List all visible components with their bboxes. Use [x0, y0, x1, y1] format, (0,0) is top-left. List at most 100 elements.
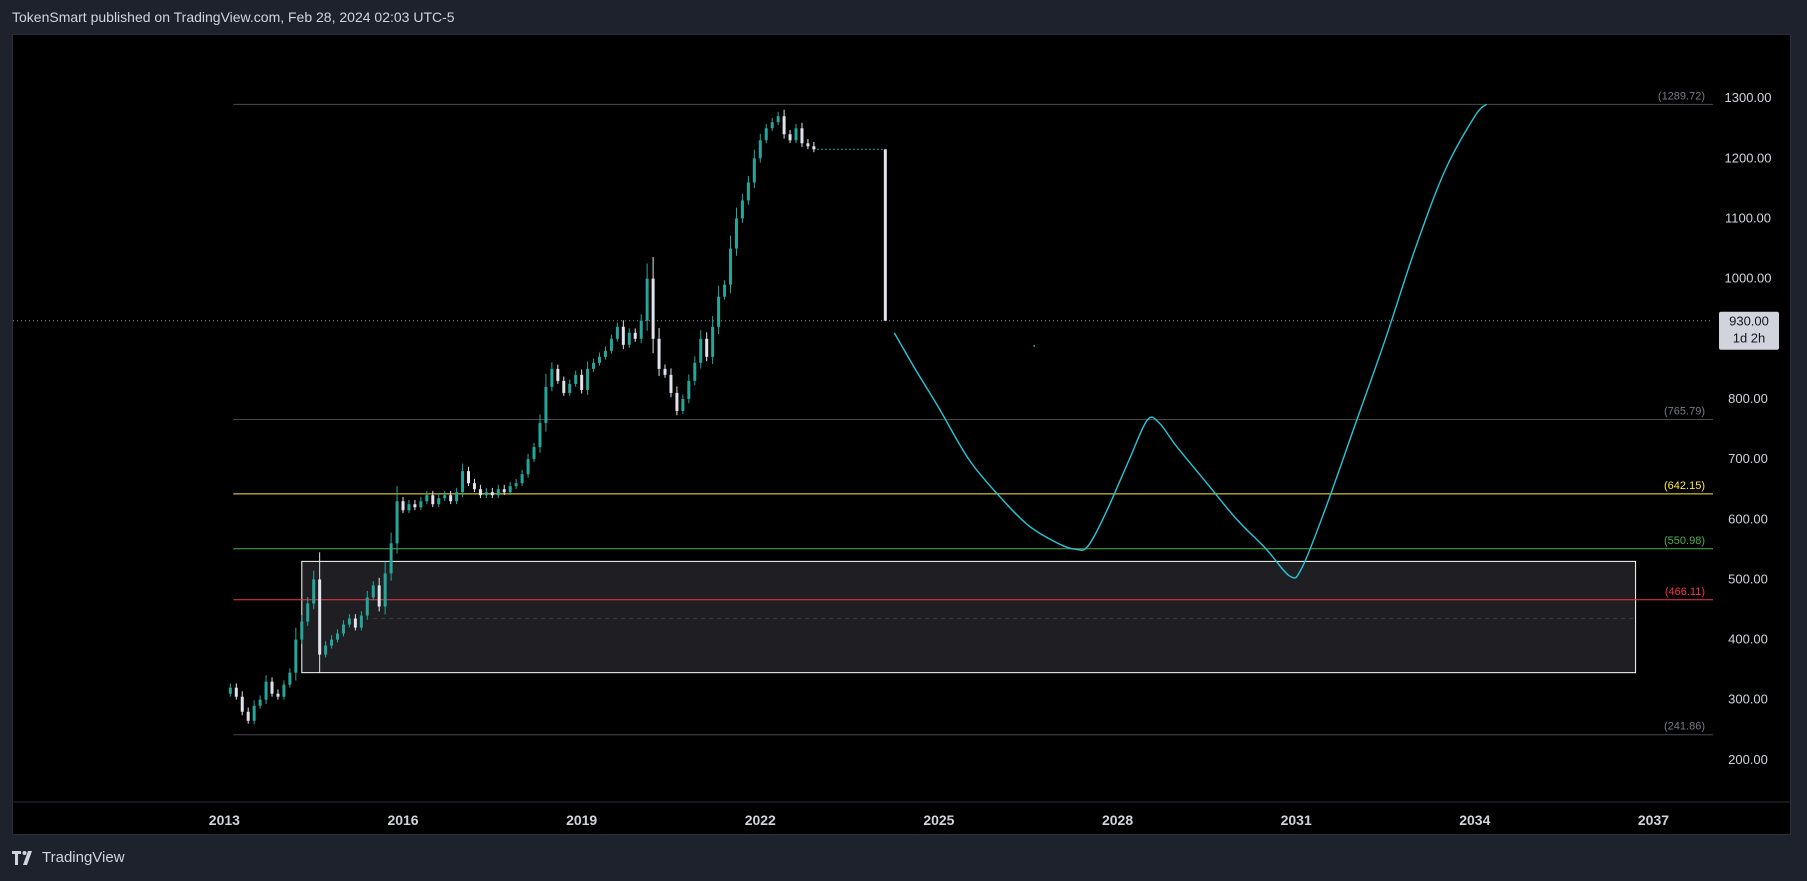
candle-body-54	[550, 368, 554, 387]
candle-body-38	[455, 492, 459, 502]
candle-body-46	[502, 489, 506, 493]
candle-body-29	[401, 501, 405, 511]
candle-body-43	[484, 492, 488, 496]
x-tick-6: 2031	[1281, 812, 1312, 828]
candle-body-89	[758, 140, 762, 159]
candle-body-31	[413, 504, 417, 508]
candle-body-12	[300, 621, 304, 640]
candle-body-23	[365, 597, 369, 616]
tradingview-brand: TradingView	[42, 849, 125, 866]
candle-body-48	[514, 483, 518, 487]
candle-body-75	[675, 392, 679, 411]
candle-body-98	[812, 146, 816, 150]
level-label-3: (550.98)	[1664, 535, 1705, 547]
candle-body-17	[330, 639, 334, 646]
chart-area[interactable]: (1289.72) (765.79) (642.15) (550.98) (466.11…	[12, 34, 1792, 836]
level-label-1: (765.79)	[1664, 406, 1705, 418]
candle-body-85	[734, 218, 738, 249]
zone-rectangle	[301, 560, 1637, 674]
y-tick-1: 300.00	[1728, 692, 1768, 707]
candle-body-30	[407, 504, 411, 511]
price-chart[interactable]: (1289.72) (765.79) (642.15) (550.98) (466.11…	[13, 35, 1792, 836]
current-price-value: 930.00	[1729, 314, 1769, 329]
candle-body-59	[580, 374, 584, 390]
level-label-2: (642.15)	[1664, 480, 1705, 492]
candle-body-37	[449, 495, 453, 502]
candle-body-86	[740, 200, 744, 219]
candle-body-90	[764, 128, 768, 141]
candle-body-73	[663, 368, 667, 375]
y-tick-8: 1000.00	[1725, 271, 1772, 286]
candle-body-19	[341, 624, 345, 634]
candle-body-28	[395, 501, 399, 544]
candle-body-70	[645, 278, 649, 321]
candle-body-68	[633, 332, 637, 339]
x-tick-5: 2028	[1102, 812, 1133, 828]
current-price-box	[1719, 311, 1779, 350]
candle-body-83	[723, 284, 727, 297]
candle-body-61	[592, 362, 596, 369]
candle-body-8	[276, 693, 280, 697]
candle-body-33	[425, 495, 429, 502]
candle-body-44	[490, 492, 494, 496]
drop-bar	[883, 149, 887, 321]
candle-body-7	[270, 681, 274, 694]
candle-body-82	[717, 296, 721, 327]
candle-body-39	[461, 471, 465, 493]
candle-body-2	[240, 696, 244, 712]
tradingview-logo-icon	[12, 850, 36, 865]
candle-body-67	[627, 332, 631, 345]
candle-body-57	[568, 383, 572, 393]
level-label-5: (241.86)	[1664, 721, 1705, 733]
candle-body-91	[770, 122, 774, 129]
x-tick-3: 2022	[745, 812, 776, 828]
candle-body-27	[389, 543, 393, 574]
candle-body-76	[681, 398, 685, 411]
candle-body-50	[526, 459, 530, 475]
candle-body-95	[794, 128, 798, 141]
x-tick-0: 2013	[209, 812, 240, 828]
x-tick-7: 2034	[1459, 812, 1490, 828]
candle-body-55	[556, 368, 560, 381]
candle-body-47	[508, 486, 512, 493]
candle-body-13	[306, 603, 310, 622]
candle-body-65	[615, 326, 619, 339]
candle-body-96	[800, 128, 804, 144]
candle-body-11	[294, 639, 298, 673]
level-label-0: (1289.72)	[1658, 90, 1705, 102]
candle-body-22	[359, 615, 363, 628]
y-tick-0: 200.00	[1728, 752, 1768, 767]
candle-body-52	[538, 423, 542, 448]
tradingview-footer[interactable]: TradingView	[12, 849, 125, 866]
candle-body-24	[371, 585, 375, 598]
stray-dot	[1033, 345, 1036, 348]
candle-body-79	[699, 338, 703, 363]
candle-body-94	[788, 134, 792, 141]
candle-body-62	[598, 356, 602, 363]
candle-body-78	[693, 362, 697, 381]
candle-body-6	[264, 681, 268, 700]
candle-body-16	[324, 645, 328, 655]
x-tick-4: 2025	[923, 812, 954, 828]
x-tick-1: 2016	[387, 812, 418, 828]
candle-body-56	[562, 380, 566, 393]
candle-body-34	[431, 495, 435, 505]
y-tick-5: 700.00	[1728, 451, 1768, 466]
candle-body-60	[586, 368, 590, 390]
level-label-4: (466.11)	[1665, 586, 1705, 598]
candle-body-77	[687, 380, 691, 399]
candle-body-66	[621, 326, 625, 345]
candle-body-21	[353, 618, 357, 628]
candle-body-9	[282, 684, 286, 697]
candle-body-72	[657, 338, 661, 369]
candle-body-26	[383, 573, 387, 607]
y-tick-6: 800.00	[1728, 391, 1768, 406]
candle-body-80	[705, 338, 709, 357]
candle-body-35	[437, 498, 441, 505]
candle-body-5	[258, 699, 262, 706]
candle-body-18	[336, 633, 340, 640]
x-tick-2: 2019	[566, 812, 597, 828]
candle-body-41	[472, 483, 476, 490]
candle-body-32	[419, 501, 423, 508]
candle-body-63	[603, 350, 607, 357]
